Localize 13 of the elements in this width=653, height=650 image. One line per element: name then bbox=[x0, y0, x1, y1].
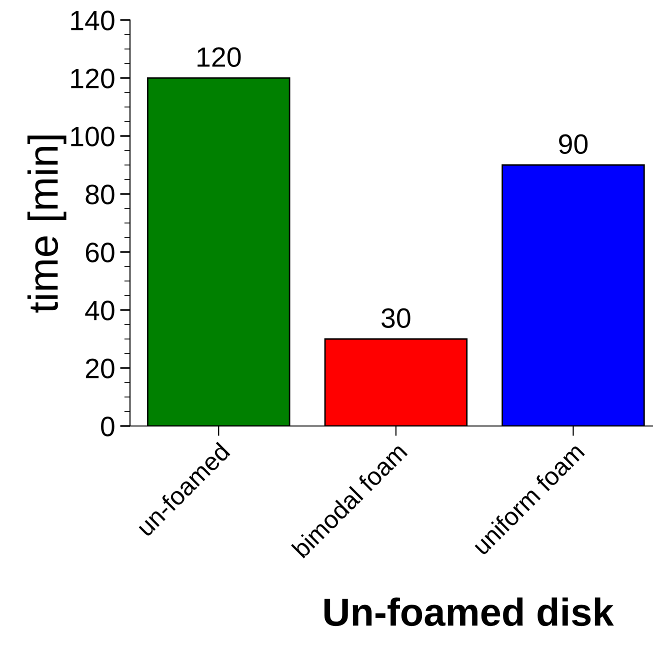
y-tick-label: 0 bbox=[101, 416, 114, 436]
y-tick-label: 120 bbox=[71, 68, 114, 88]
y-tick-label: 100 bbox=[71, 126, 114, 146]
data-label: 30 bbox=[382, 308, 410, 328]
y-tick-label: 20 bbox=[86, 358, 114, 378]
data-label: 120 bbox=[198, 47, 241, 67]
y-tick-label: 60 bbox=[86, 242, 114, 262]
y-tick-label: 80 bbox=[86, 184, 114, 204]
y-tick-label: 140 bbox=[71, 10, 114, 30]
data-label: 90 bbox=[559, 134, 588, 154]
y-axis-title: time [min] bbox=[27, 136, 66, 313]
x-axis-title: Un-foamed disk bbox=[324, 598, 614, 626]
y-tick-label: 40 bbox=[85, 300, 114, 320]
